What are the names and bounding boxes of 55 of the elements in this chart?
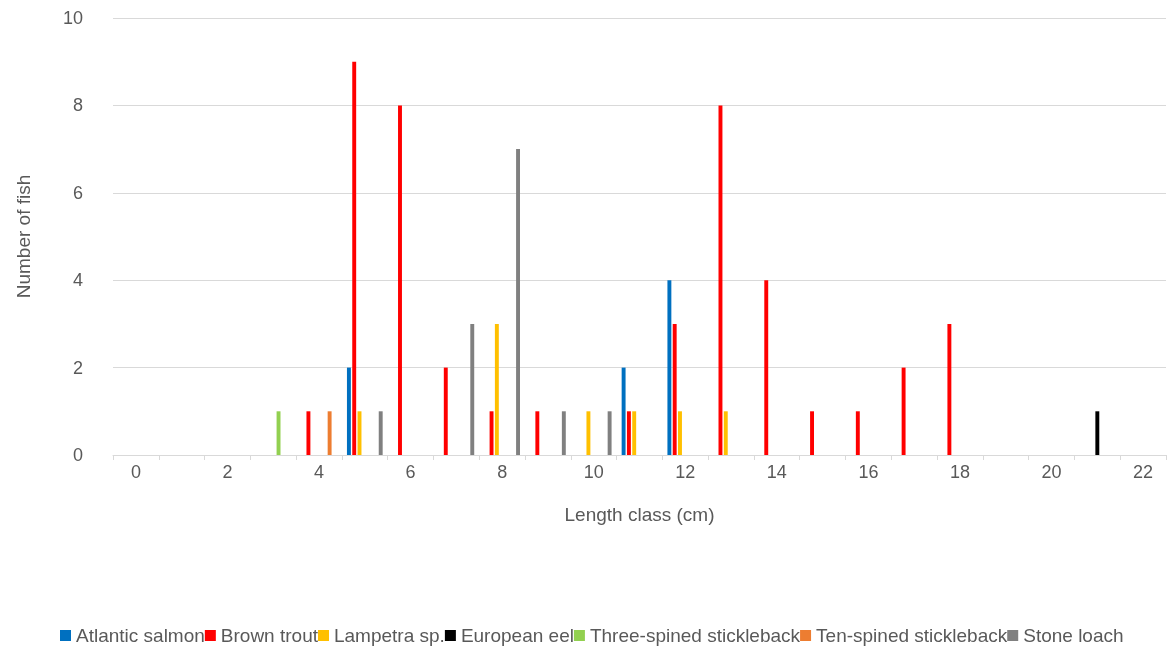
y-tick-label: 6 — [72, 182, 83, 203]
x-axis-title: Length class (cm) — [564, 504, 715, 525]
x-tick-label: 8 — [497, 462, 508, 482]
bar — [535, 411, 540, 455]
x-tick-label: 12 — [675, 462, 696, 482]
x-tick-label: 10 — [583, 462, 604, 482]
y-tick-label: 8 — [72, 95, 83, 116]
bar — [672, 323, 677, 455]
bar — [352, 61, 357, 455]
x-tick-label: 4 — [314, 462, 325, 482]
x-tick-label: 2 — [222, 462, 233, 482]
legend-label: European eel — [460, 625, 574, 646]
legend-label: Atlantic salmon — [76, 625, 205, 646]
bar — [378, 411, 383, 455]
bar — [1095, 411, 1100, 455]
legend-label: Ten-spined stickleback — [816, 625, 1008, 646]
bar — [632, 411, 637, 455]
bar — [947, 323, 952, 455]
bar — [398, 105, 402, 455]
bar — [443, 367, 448, 455]
bar — [678, 411, 682, 455]
bar — [667, 280, 672, 455]
x-tick-label: 16 — [858, 462, 879, 482]
y-tick-label: 10 — [62, 8, 83, 28]
x-tick-label: 0 — [130, 462, 141, 482]
legend-label: Stone loach — [1023, 625, 1124, 646]
y-axis-title: Number of fish — [13, 174, 34, 299]
y-tick-label: 0 — [72, 445, 83, 465]
y-tick-label: 4 — [72, 270, 83, 291]
x-tick-label: 14 — [766, 462, 787, 482]
bar — [586, 411, 591, 455]
x-tick-label: 20 — [1041, 462, 1062, 482]
x-tick-label: 22 — [1133, 462, 1154, 482]
bar — [621, 367, 626, 455]
bar — [626, 411, 631, 455]
bar — [306, 411, 311, 455]
legend-label: Three-spined stickleback — [589, 625, 801, 646]
bar — [470, 323, 475, 455]
x-tick-label: 6 — [405, 462, 416, 482]
bar — [607, 411, 612, 455]
legend-label: Lampetra sp. — [333, 625, 445, 646]
bar — [855, 411, 860, 455]
bar — [810, 411, 814, 455]
bar — [516, 149, 521, 455]
bar — [327, 411, 332, 455]
bar — [494, 323, 499, 455]
x-tick-label: 18 — [949, 462, 970, 482]
bar — [901, 367, 906, 455]
bar — [764, 280, 769, 455]
bar — [723, 411, 728, 455]
bar — [561, 411, 566, 455]
bar — [489, 411, 494, 455]
bar — [346, 367, 351, 455]
y-tick-label: 2 — [72, 357, 83, 378]
legend-label: Brown trout — [220, 625, 319, 646]
